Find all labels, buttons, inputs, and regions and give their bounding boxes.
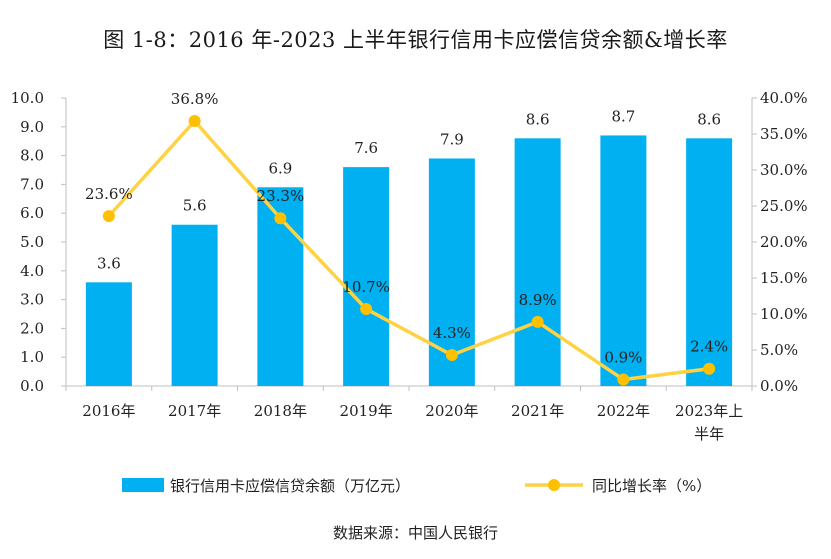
growth-rate-label: 23.3% <box>257 187 305 205</box>
growth-rate-label: 23.6% <box>85 185 133 203</box>
y-left-tick-label: 1.0 <box>20 348 44 366</box>
growth-rate-label: 4.3% <box>433 324 471 342</box>
bar-value-label: 5.6 <box>183 197 207 215</box>
x-tick-label-line: 2017年 <box>168 402 221 420</box>
legend-swatch-bar <box>122 478 164 492</box>
y-left-tick-label: 0.0 <box>20 377 44 395</box>
x-tick-label: 2017年 <box>168 402 221 420</box>
bar-value-label: 7.6 <box>354 139 378 157</box>
y-right-tick-label: 25.0% <box>760 197 808 215</box>
bar-value-label: 6.9 <box>268 159 292 177</box>
y-left-tick-label: 3.0 <box>20 291 44 309</box>
growth-rate-point <box>531 315 544 328</box>
y-right-tick-label: 15.0% <box>760 269 808 287</box>
y-left-tick-label: 7.0 <box>20 175 44 193</box>
growth-rate-point <box>617 373 630 386</box>
x-tick-label-line: 2016年 <box>82 402 135 420</box>
growth-rate-point <box>703 362 716 375</box>
growth-rate-label: 10.7% <box>342 278 390 296</box>
x-tick-label-line: 2018年 <box>254 402 307 420</box>
growth-rate-point <box>445 349 458 362</box>
y-right-tick-label: 35.0% <box>760 125 808 143</box>
growth-rate-point <box>274 212 287 225</box>
y-left-tick-label: 2.0 <box>20 319 44 337</box>
x-tick-label-line: 2021年 <box>511 402 564 420</box>
legend-label-bar: 银行信用卡应偿信贷余额（万亿元） <box>170 477 410 495</box>
growth-rate-line <box>107 119 711 382</box>
growth-rate-point <box>360 302 373 315</box>
legend-swatch-marker <box>548 479 560 491</box>
y-right-tick-label: 20.0% <box>760 233 808 251</box>
x-tick-label: 2023年上半年 <box>675 402 743 443</box>
x-tick-label-line: 2022年 <box>597 402 650 420</box>
y-right-tick-label: 40.0% <box>760 89 808 107</box>
bar-value-label: 8.6 <box>526 110 550 128</box>
y-left-tick-label: 6.0 <box>20 204 44 222</box>
x-tick-label: 2022年 <box>597 402 650 420</box>
y-left-tick-label: 4.0 <box>20 262 44 280</box>
bar <box>514 138 561 386</box>
x-tick-label-line: 2019年 <box>340 402 393 420</box>
y-right-tick-label: 0.0% <box>760 377 798 395</box>
bar <box>85 282 132 386</box>
growth-rate-label: 36.8% <box>171 90 219 108</box>
x-tick-label: 2021年 <box>511 402 564 420</box>
x-tick-label-line: 2020年 <box>425 402 478 420</box>
x-tick-label: 2018年 <box>254 402 307 420</box>
x-tick-label: 2019年 <box>340 402 393 420</box>
y-left-tick-label: 10.0 <box>11 89 44 107</box>
y-left-tick-label: 5.0 <box>20 233 44 251</box>
bar <box>686 138 733 386</box>
growth-rate-point <box>188 115 201 128</box>
bar <box>600 135 647 386</box>
bar-value-label: 3.6 <box>97 254 121 272</box>
x-tick-label-line: 2023年上 <box>675 402 743 420</box>
chart-source: 数据来源：中国人民银行 <box>332 524 498 542</box>
y-left-tick-label: 8.0 <box>20 147 44 165</box>
y-right-tick-label: 30.0% <box>760 161 808 179</box>
growth-rate-label: 8.9% <box>519 291 557 309</box>
growth-rate-point <box>102 210 115 223</box>
x-tick-label: 2020年 <box>425 402 478 420</box>
growth-rate-label: 0.9% <box>604 349 642 367</box>
y-right-tick-label: 10.0% <box>760 305 808 323</box>
bar <box>171 224 218 386</box>
bar-value-label: 7.9 <box>440 130 464 148</box>
legend-label-line: 同比增长率（%） <box>592 477 711 495</box>
y-right-tick-label: 5.0% <box>760 341 798 359</box>
bar-value-label: 8.7 <box>611 107 635 125</box>
bar <box>343 167 390 386</box>
y-left-tick-label: 9.0 <box>20 118 44 136</box>
bar-value-label: 8.6 <box>697 110 721 128</box>
growth-rate-label: 2.4% <box>690 338 728 356</box>
chart-title: 图 1-8：2016 年-2023 上半年银行信用卡应偿信贷余额&增长率 <box>103 28 728 52</box>
x-tick-label-line: 半年 <box>694 425 724 443</box>
x-tick-label: 2016年 <box>82 402 135 420</box>
